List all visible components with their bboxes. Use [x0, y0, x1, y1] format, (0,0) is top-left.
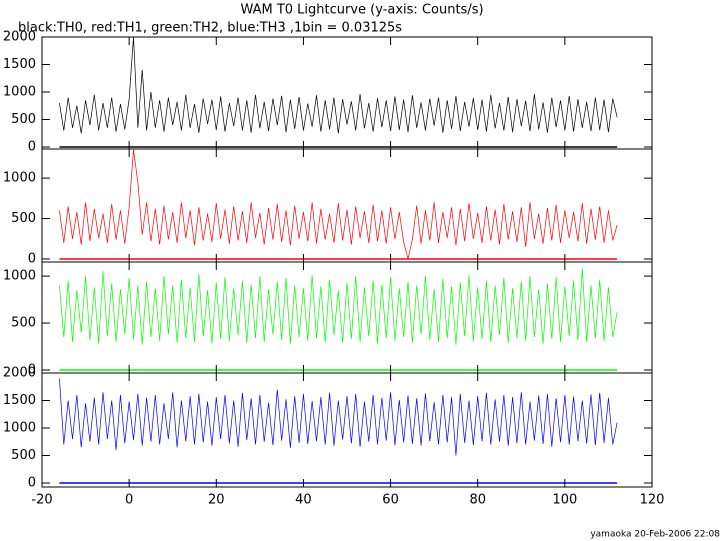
y-tick-label: 500 — [11, 316, 36, 331]
x-tick-label: 40 — [295, 493, 312, 508]
y-tick-label: 500 — [11, 112, 36, 127]
data-line — [59, 36, 618, 134]
y-tick-label: 1500 — [3, 57, 36, 72]
y-tick-label: 0 — [28, 252, 36, 267]
y-tick-label: 2000 — [3, 366, 36, 381]
y-tick-label: 2000 — [3, 30, 36, 45]
panel-frame — [41, 372, 653, 488]
chart-title: WAM T0 Lightcurve (y-axis: Counts/s) — [240, 3, 483, 18]
y-tick-label: 0 — [28, 140, 36, 155]
y-tick-label: 500 — [11, 448, 36, 463]
y-tick-label: 500 — [11, 211, 36, 226]
y-tick-label: 0 — [28, 362, 36, 377]
x-tick-label: 80 — [469, 493, 486, 508]
panel-frame — [41, 148, 653, 263]
chart-subtitle: black:TH0, red:TH1, green:TH2, blue:TH3 … — [18, 21, 402, 36]
data-line — [59, 149, 618, 260]
panel-frame — [41, 261, 653, 374]
y-tick-label: 1000 — [3, 85, 36, 100]
footer: yamaoka 20-Feb-2006 22:08 — [590, 530, 720, 540]
y-tick-label: 1000 — [3, 171, 36, 186]
y-tick-label: 1000 — [3, 420, 36, 435]
x-tick-label: 100 — [552, 493, 577, 508]
x-tick-label: 120 — [640, 493, 665, 508]
x-tick-label: 0 — [125, 493, 133, 508]
y-tick-label: 0 — [28, 475, 36, 490]
data-line — [59, 378, 618, 456]
data-line — [59, 268, 618, 345]
x-tick-label: 60 — [382, 493, 399, 508]
x-tick-label: 20 — [208, 493, 225, 508]
y-tick-label: 1000 — [3, 269, 36, 284]
panel-frame — [41, 36, 653, 150]
y-tick-label: 1500 — [3, 393, 36, 408]
x-tick-label: -20 — [31, 493, 52, 508]
